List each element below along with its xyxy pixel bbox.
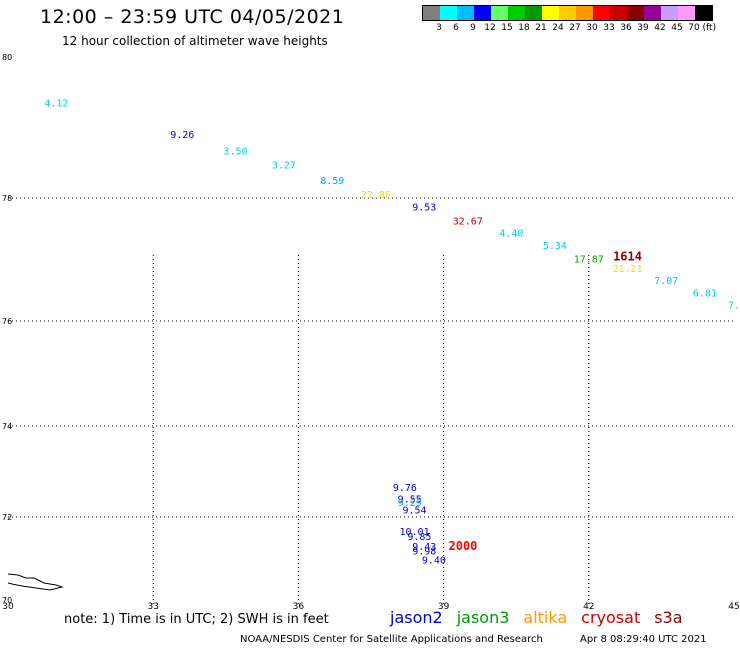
color-scale-label: 27 — [569, 23, 581, 33]
wave-height-label: 4.12 — [44, 98, 68, 109]
x-tick-label: 36 — [293, 602, 305, 612]
color-scale-label: 39 — [637, 23, 649, 33]
wave-height-label: 9.40 — [422, 555, 446, 566]
y-tick-label: 76 — [2, 317, 12, 326]
y-tick-label: 78 — [2, 194, 12, 203]
footer-credit: NOAA/NESDIS Center for Satellite Applica… — [240, 634, 543, 645]
wave-height-label: 32.67 — [453, 216, 483, 227]
wave-height-label: 9.26 — [170, 130, 194, 141]
color-swatch — [610, 6, 627, 20]
wave-height-label: 10.01 — [400, 527, 430, 538]
color-swatch — [644, 6, 661, 20]
coastline — [7, 573, 64, 591]
color-scale-label: 45 — [671, 23, 683, 33]
y-tick-label: 70 — [2, 596, 12, 605]
color-swatch — [508, 6, 525, 20]
mission-altika: altika — [523, 608, 568, 627]
color-scale-label: 36 — [620, 23, 632, 33]
wave-height-label: 2000 — [449, 539, 478, 553]
mission-s3a: s3a — [654, 608, 683, 627]
wave-height-label: 17.87 — [574, 255, 604, 266]
y-tick-label: 72 — [2, 513, 12, 522]
color-swatch — [542, 6, 559, 20]
wave-height-label: 21.21 — [612, 264, 642, 275]
color-swatch — [627, 6, 644, 20]
note-text: note: 1) Time is in UTC; 2) SWH is in fe… — [64, 612, 329, 627]
wave-height-label: 7. — [728, 301, 740, 312]
color-swatch — [576, 6, 593, 20]
color-swatch — [440, 6, 457, 20]
color-swatch — [423, 6, 440, 20]
wave-height-label: 9.43 — [412, 542, 436, 553]
color-scale-label: 3 — [436, 23, 442, 33]
chart-title: 12:00 – 23:59 UTC 04/05/2021 — [40, 6, 345, 28]
color-scale-label: 9 — [470, 23, 476, 33]
x-tick-label: 30 — [2, 602, 14, 612]
wave-height-label: 7.07 — [654, 276, 678, 287]
color-swatch — [491, 6, 508, 20]
color-scale-label: 18 — [518, 23, 530, 33]
color-swatch — [559, 6, 576, 20]
wave-height-label: 6.81 — [693, 288, 717, 299]
color-scale-unit: (ft) — [702, 23, 717, 33]
color-scale-label: 33 — [603, 23, 615, 33]
color-swatch — [593, 6, 610, 20]
color-scale-labels: 3 6 9 12 15 18 21 24 27 30 33 36 39 42 45 70 (ft) — [422, 23, 716, 35]
x-tick-label: 42 — [583, 602, 594, 612]
wave-height-label: 9.55 — [398, 494, 422, 505]
wave-height-label: 9.54 — [403, 505, 427, 516]
wave-height-label: 1614 — [613, 250, 642, 264]
y-tick-label: 80 — [2, 53, 12, 62]
y-tick-label: 74 — [2, 422, 12, 431]
wave-height-label: 4.40 — [499, 229, 523, 240]
x-tick-label: 39 — [438, 602, 450, 612]
color-scale-label: 70 — [688, 23, 700, 33]
mission-cryosat: cryosat — [581, 608, 641, 627]
color-scale-label: 42 — [654, 23, 666, 33]
color-swatch — [525, 6, 542, 20]
footer-timestamp: Apr 8 08:29:40 UTC 2021 — [580, 634, 707, 645]
mission-jason3: jason3 — [456, 608, 510, 627]
color-swatch — [678, 6, 695, 20]
color-scale-label: 15 — [501, 23, 513, 33]
wave-height-label: 9.85 — [407, 532, 431, 543]
color-swatch — [457, 6, 474, 20]
color-scale-swatches — [422, 5, 713, 21]
wave-height-label: 8.59 — [320, 176, 344, 187]
wave-height-label: 9.76 — [393, 483, 417, 494]
color-swatch — [474, 6, 491, 20]
wave-height-label: 3.27 — [272, 160, 296, 171]
wave-height-label: 22.86 — [361, 190, 391, 201]
wave-height-label: 9.29 — [398, 498, 422, 509]
chart-subtitle: 12 hour collection of altimeter wave hei… — [62, 34, 328, 48]
color-swatch — [661, 6, 678, 20]
color-scale-label: 12 — [484, 23, 496, 33]
color-scale-label: 6 — [453, 23, 459, 33]
x-tick-label: 45 — [728, 602, 739, 612]
color-scale-label: 24 — [552, 23, 564, 33]
wave-height-label: 3.50 — [223, 146, 247, 157]
color-scale-legend: 3 6 9 12 15 18 21 24 27 30 33 36 39 42 45 70 (ft) — [422, 5, 716, 35]
color-scale-label: 30 — [586, 23, 598, 33]
mission-legend: jason2 jason3 altika cryosat s3a — [390, 608, 697, 627]
color-scale-label: 21 — [535, 23, 547, 33]
x-tick-label: 33 — [147, 602, 158, 612]
mission-jason2: jason2 — [390, 608, 443, 627]
wave-height-label: 9.98 — [412, 546, 436, 557]
wave-height-label: 5.34 — [543, 241, 567, 252]
wave-height-label: 9.53 — [412, 202, 436, 213]
color-swatch — [695, 6, 712, 20]
